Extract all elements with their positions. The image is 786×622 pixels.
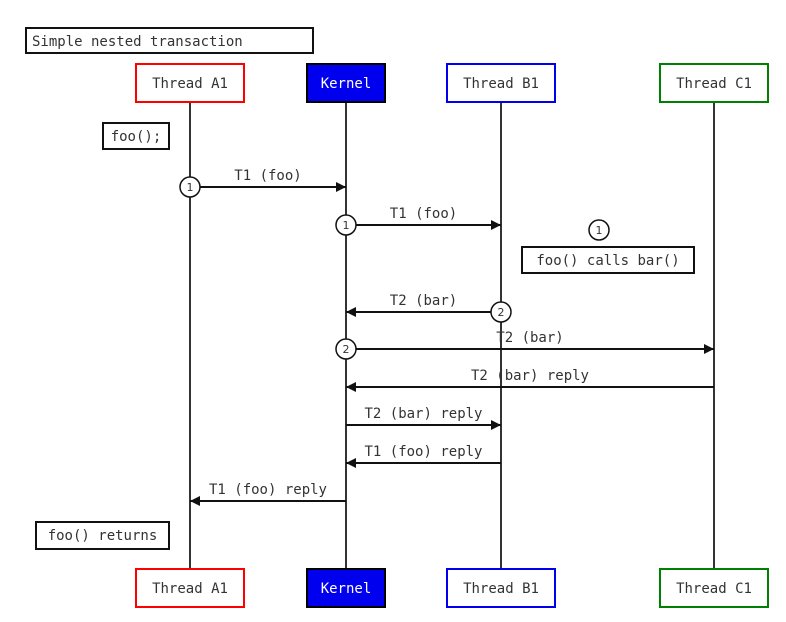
marker-number: 1 xyxy=(343,219,350,232)
message-arrow[interactable]: T1 (foo) reply xyxy=(190,482,346,506)
message-arrow[interactable]: T1 (foo) reply xyxy=(346,444,501,468)
marker-number: 1 xyxy=(596,224,603,237)
sequence-marker: 1 xyxy=(335,214,357,236)
message-label: T2 (bar) reply xyxy=(364,406,482,422)
note-text: foo() returns xyxy=(48,528,158,544)
message-arrow[interactable]: T1 (foo) xyxy=(346,206,501,230)
sequence-marker: 2 xyxy=(335,338,357,360)
participant-head-k[interactable]: Kernel xyxy=(306,63,386,103)
participant-label: Kernel xyxy=(321,76,372,92)
participant-foot-a1[interactable]: Thread A1 xyxy=(135,568,245,608)
diagram-title: Simple nested transaction xyxy=(25,27,314,54)
note-text: foo() calls bar() xyxy=(536,253,679,269)
title-text: Simple nested transaction xyxy=(32,34,243,50)
participant-label: Kernel xyxy=(321,581,372,597)
sequence-marker: 1 xyxy=(588,219,610,241)
message-label: T1 (foo) xyxy=(234,168,301,184)
participant-label: Thread A1 xyxy=(152,581,228,597)
marker-number: 2 xyxy=(498,306,505,319)
message-label: T2 (bar) reply xyxy=(471,368,589,384)
message-label: T2 (bar) xyxy=(390,293,457,309)
participant-foot-b1[interactable]: Thread B1 xyxy=(446,568,556,608)
message-label: T1 (foo) xyxy=(390,206,457,222)
message-arrow[interactable]: T2 (bar) reply xyxy=(346,406,501,430)
participant-label: Thread B1 xyxy=(463,581,539,597)
note: foo(); xyxy=(102,122,170,150)
participant-head-c1[interactable]: Thread C1 xyxy=(659,63,769,103)
message-arrow[interactable]: T2 (bar) reply xyxy=(346,368,714,392)
note: foo() calls bar() xyxy=(521,246,695,274)
message-arrow[interactable]: T2 (bar) xyxy=(346,330,714,354)
participant-foot-c1[interactable]: Thread C1 xyxy=(659,568,769,608)
message-label: T2 (bar) xyxy=(496,330,563,346)
participant-foot-k[interactable]: Kernel xyxy=(306,568,386,608)
sequence-marker: 1 xyxy=(179,176,201,198)
participant-label: Thread C1 xyxy=(676,76,752,92)
participant-label: Thread B1 xyxy=(463,76,539,92)
note: foo() returns xyxy=(35,521,170,550)
message-label: T1 (foo) reply xyxy=(209,482,327,498)
note-text: foo(); xyxy=(111,129,162,145)
sequence-marker: 2 xyxy=(490,301,512,323)
participant-head-b1[interactable]: Thread B1 xyxy=(446,63,556,103)
participant-head-a1[interactable]: Thread A1 xyxy=(135,63,245,103)
message-label: T1 (foo) reply xyxy=(364,444,482,460)
participant-label: Thread A1 xyxy=(152,76,228,92)
participant-label: Thread C1 xyxy=(676,581,752,597)
marker-number: 1 xyxy=(187,181,194,194)
message-arrow[interactable]: T1 (foo) xyxy=(190,168,346,192)
message-arrow[interactable]: T2 (bar) xyxy=(346,293,501,317)
marker-number: 2 xyxy=(343,343,350,356)
